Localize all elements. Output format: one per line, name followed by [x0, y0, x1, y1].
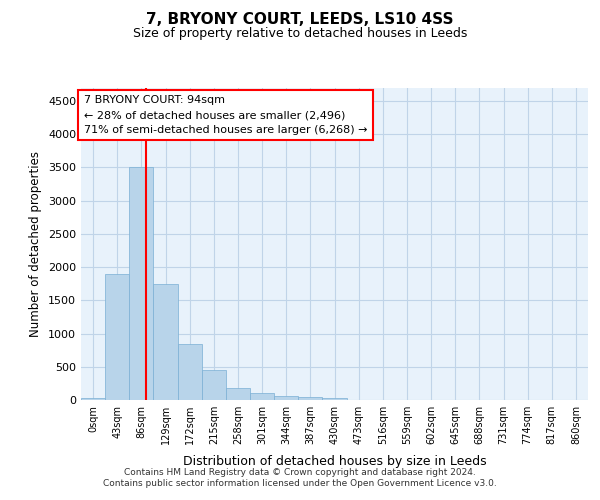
- Y-axis label: Number of detached properties: Number of detached properties: [29, 151, 43, 337]
- X-axis label: Distribution of detached houses by size in Leeds: Distribution of detached houses by size …: [182, 456, 487, 468]
- Text: 7 BRYONY COURT: 94sqm
← 28% of detached houses are smaller (2,496)
71% of semi-d: 7 BRYONY COURT: 94sqm ← 28% of detached …: [83, 96, 367, 135]
- Bar: [322, 398, 347, 400]
- Bar: [202, 370, 226, 400]
- Bar: [250, 394, 274, 400]
- Bar: [81, 398, 105, 400]
- Bar: [274, 396, 298, 400]
- Bar: [129, 168, 154, 400]
- Bar: [178, 344, 202, 400]
- Bar: [154, 284, 178, 400]
- Text: Size of property relative to detached houses in Leeds: Size of property relative to detached ho…: [133, 28, 467, 40]
- Text: 7, BRYONY COURT, LEEDS, LS10 4SS: 7, BRYONY COURT, LEEDS, LS10 4SS: [146, 12, 454, 28]
- Bar: [298, 398, 322, 400]
- Bar: [226, 388, 250, 400]
- Bar: [105, 274, 129, 400]
- Text: Contains HM Land Registry data © Crown copyright and database right 2024.
Contai: Contains HM Land Registry data © Crown c…: [103, 468, 497, 487]
